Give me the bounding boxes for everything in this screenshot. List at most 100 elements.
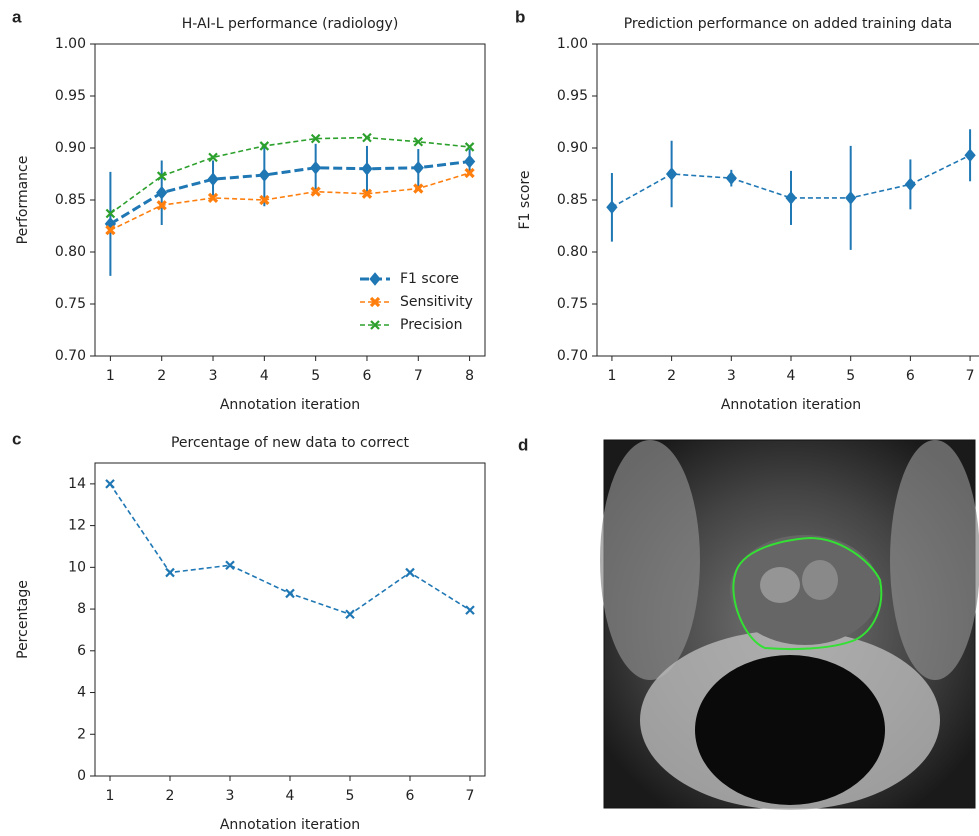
chart-title: H-AI-L performance (radiology) [182, 16, 399, 32]
y-tick-label: 14 [68, 476, 86, 492]
marker [345, 609, 355, 620]
marker [413, 183, 424, 194]
x-tick-label: 2 [157, 368, 166, 384]
marker [361, 188, 373, 199]
marker [105, 479, 115, 489]
y-tick-label: 0.95 [55, 88, 86, 104]
chart: a H-AI-L performance (radiology) Annotatio… [12, 7, 486, 413]
y-tick-label: 10 [68, 559, 86, 575]
x-tick-label: 5 [346, 788, 355, 804]
marker [904, 177, 917, 192]
x-tick-label: 8 [465, 368, 474, 384]
x-tick-label: 5 [846, 368, 855, 384]
marker [156, 185, 168, 200]
x-tick-label: 4 [286, 788, 295, 804]
marker [413, 136, 424, 147]
marker [258, 168, 270, 182]
x-axis-label: Annotation iteration [721, 397, 861, 413]
marker [285, 588, 295, 599]
marker [405, 567, 415, 578]
marker [465, 605, 475, 615]
y-tick-label: 12 [68, 518, 86, 534]
marker [369, 296, 381, 308]
y-tick-label: 0.85 [557, 192, 588, 208]
series-line [110, 172, 470, 231]
x-tick-label: 3 [226, 788, 235, 804]
y-tick-label: 0.70 [557, 348, 588, 364]
legend-label: Precision [400, 317, 462, 333]
x-axis-label: Annotation iteration [220, 397, 360, 413]
y-axis-label: Percentage [15, 580, 31, 659]
chart: c Percentage of new data to correct Annota… [12, 429, 486, 833]
y-tick-label: 0 [77, 768, 86, 784]
plot-frame [94, 462, 486, 777]
x-tick-label: 2 [166, 788, 175, 804]
y-tick-label: 0.80 [55, 244, 86, 260]
panel-letter: b [515, 7, 525, 26]
marker [105, 225, 116, 236]
y-tick-label: 0.90 [557, 140, 588, 156]
marker [310, 133, 321, 144]
y-axis-label: Performance [15, 156, 31, 245]
y-axis-label: F1 score [517, 170, 533, 229]
chart-title: Prediction performance on added training… [624, 16, 953, 32]
x-tick-label: 3 [209, 368, 218, 384]
marker [412, 160, 424, 175]
y-tick-label: 0.75 [557, 296, 588, 312]
y-tick-label: 0.90 [55, 140, 86, 156]
marker [207, 192, 219, 204]
mri-image [600, 439, 979, 810]
y-tick-label: 0.75 [55, 296, 86, 312]
marker [165, 567, 175, 578]
x-tick-label: 7 [966, 368, 975, 384]
y-tick-label: 0.95 [557, 88, 588, 104]
x-tick-label: 6 [906, 368, 915, 384]
x-tick-label: 1 [106, 788, 115, 804]
x-tick-label: 7 [466, 788, 475, 804]
series-line [109, 136, 470, 215]
marker [156, 200, 167, 211]
x-tick-label: 3 [727, 368, 736, 384]
x-tick-label: 6 [406, 788, 415, 804]
chart-title: Percentage of new data to correct [171, 435, 410, 451]
y-tick-label: 0.80 [557, 244, 588, 260]
marker [156, 171, 167, 181]
chart: b Prediction performance on added trainin… [515, 7, 979, 413]
y-tick-label: 1.00 [55, 36, 86, 52]
x-tick-label: 2 [667, 368, 676, 384]
marker [259, 141, 270, 151]
x-tick-label: 6 [363, 368, 372, 384]
marker [964, 148, 976, 163]
marker [785, 191, 797, 205]
marker [665, 167, 678, 181]
series-line [109, 160, 470, 226]
marker [362, 132, 372, 143]
marker [207, 172, 219, 186]
marker [845, 191, 857, 205]
y-tick-label: 6 [77, 643, 86, 659]
marker [105, 208, 116, 219]
y-tick-label: 8 [77, 601, 86, 617]
x-tick-label: 4 [787, 368, 796, 384]
x-tick-label: 4 [260, 368, 269, 384]
marker [606, 200, 618, 215]
marker [369, 272, 381, 286]
marker [464, 167, 475, 179]
marker [208, 152, 218, 163]
x-axis-label: Annotation iteration [220, 817, 360, 833]
x-tick-label: 1 [607, 368, 616, 384]
y-tick-label: 2 [77, 726, 86, 742]
legend-label: Sensitivity [400, 294, 473, 310]
y-tick-label: 1.00 [557, 36, 588, 52]
panel-letter: d [518, 435, 528, 454]
x-tick-label: 1 [106, 368, 115, 384]
panel-letter: a [12, 7, 22, 26]
y-tick-label: 4 [77, 685, 86, 701]
marker [259, 194, 270, 206]
marker [361, 162, 373, 176]
y-tick-label: 0.85 [55, 192, 86, 208]
marker [725, 171, 737, 185]
panel-letter: c [12, 429, 21, 448]
x-tick-label: 5 [311, 368, 320, 384]
